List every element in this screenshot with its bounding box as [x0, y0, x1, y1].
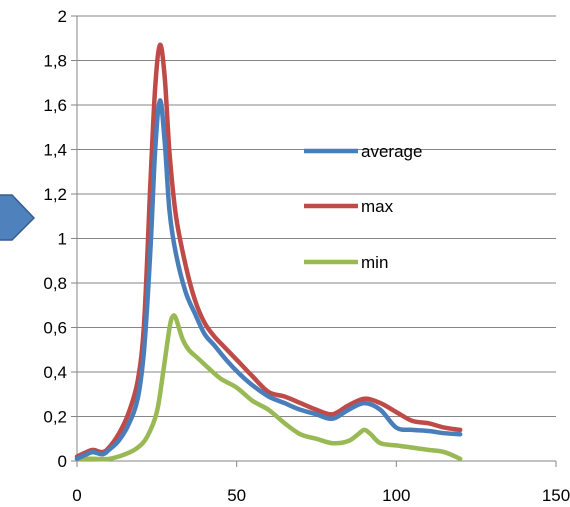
y-tick-label: 1,2 [43, 185, 67, 204]
x-tick-labels: 0 50 100 150 [72, 486, 570, 505]
y-tick-label: 1,4 [43, 141, 67, 160]
y-tick-label: 1,6 [43, 96, 67, 115]
series-lines [77, 45, 460, 459]
x-tick-label: 100 [382, 486, 410, 505]
y-tick-label: 2 [58, 7, 67, 26]
x-tick-label: 150 [542, 486, 570, 505]
legend-label-max: max [361, 197, 394, 216]
arrow-body [0, 195, 34, 240]
x-tick-label: 0 [72, 486, 81, 505]
arrow-shape [0, 195, 34, 240]
y-tick-label: 1,8 [43, 52, 67, 71]
legend-label-average: average [361, 142, 422, 161]
y-tick-label: 0 [58, 452, 67, 471]
legend-label-min: min [361, 253, 388, 272]
y-tick-label: 1 [58, 230, 67, 249]
legend: average max min [304, 142, 422, 272]
y-tick-label: 0,6 [43, 319, 67, 338]
y-tick-label: 0,4 [43, 363, 67, 382]
y-gridlines [71, 16, 556, 467]
y-tick-label: 0,2 [43, 408, 67, 427]
x-tick-label: 50 [227, 486, 246, 505]
y-tick-label: 0,8 [43, 274, 67, 293]
y-tick-labels: 0 0,2 0,4 0,6 0,8 1 1,2 1,4 1,6 1,8 2 [43, 7, 67, 471]
